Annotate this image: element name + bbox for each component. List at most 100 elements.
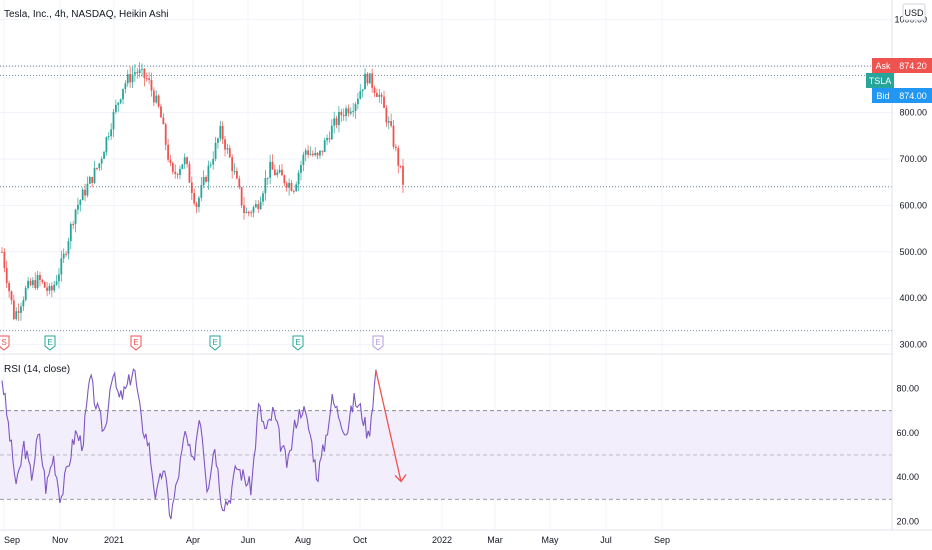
time-tick-label: 2022: [432, 535, 452, 545]
candle-body: [148, 78, 151, 80]
candle-body: [323, 140, 326, 152]
bid-value: 874.00: [899, 91, 927, 101]
candle-body: [342, 115, 345, 117]
candle-body: [399, 165, 402, 167]
candle-body: [12, 300, 15, 319]
ask-label: Ask: [875, 61, 891, 71]
candle-body: [311, 153, 314, 156]
candle-body: [193, 192, 196, 204]
candle-body: [119, 99, 122, 103]
candle-body: [357, 98, 359, 105]
rsi-pane[interactable]: [0, 368, 892, 520]
bid-label: Bid: [876, 91, 889, 101]
candle-body: [361, 89, 364, 92]
rsi-axis-ticks: 80.00 60.00 40.00 20.00: [896, 384, 919, 527]
time-tick-label: Mar: [487, 535, 503, 545]
candle-body: [302, 154, 305, 165]
candle-body: [224, 139, 226, 150]
marker-letter: E: [133, 338, 138, 347]
time-tick-label: Jun: [241, 535, 256, 545]
candle-body: [62, 253, 65, 259]
candle-body: [160, 106, 162, 118]
candle-body: [79, 200, 82, 205]
candle-body: [183, 157, 186, 165]
time-tick-label: Aug: [295, 535, 311, 545]
marker-shape: [0, 335, 10, 351]
price-axis[interactable]: [892, 0, 932, 530]
candle-body: [209, 164, 212, 166]
candle-body: [328, 138, 331, 140]
candle-body: [46, 287, 48, 291]
candle-body: [15, 311, 18, 319]
rsi-down-arrow: [375, 370, 402, 482]
candle-body: [195, 203, 198, 208]
marker-shape: [44, 335, 56, 351]
candle-body: [397, 148, 400, 166]
candle-body: [243, 205, 245, 213]
candle-body: [150, 79, 153, 91]
candle-body: [100, 158, 103, 164]
candle-body: [186, 157, 188, 165]
candle-body: [72, 223, 75, 225]
candle-body: [254, 204, 257, 208]
candle-body: [385, 107, 388, 123]
candle-body: [152, 90, 155, 103]
candle-body: [34, 280, 37, 288]
ask-tag: Ask 874.20: [872, 58, 932, 73]
candle-body: [333, 118, 336, 126]
candle-body: [371, 73, 374, 88]
candle-body: [141, 68, 143, 70]
symbol-label: TSLA: [869, 76, 892, 86]
price-pane[interactable]: [0, 62, 892, 332]
price-tick-label: 500.00: [899, 247, 927, 257]
candle-body: [359, 91, 362, 99]
rsi-arrow-head: [394, 474, 407, 483]
candle-body: [164, 124, 167, 145]
candle-body: [58, 274, 60, 282]
time-tick-label: 2021: [104, 535, 124, 545]
candle-body: [10, 291, 13, 301]
candle-body: [281, 169, 283, 176]
candle-body: [219, 125, 222, 139]
candle-body: [131, 74, 134, 83]
candle-body: [77, 204, 79, 210]
candle-body: [145, 78, 148, 80]
candle-body: [321, 150, 324, 152]
candle-body: [307, 150, 309, 155]
candle-body: [17, 311, 20, 313]
candle-body: [354, 104, 357, 112]
candle-body: [392, 125, 395, 147]
marker-shape: [209, 335, 221, 351]
time-tick-label: Sep: [654, 535, 670, 545]
candle-body: [20, 306, 22, 313]
candle-body: [176, 173, 179, 175]
candle-body: [86, 183, 89, 196]
candle-body: [364, 73, 366, 90]
candle-body: [373, 87, 376, 93]
candle-body: [250, 212, 253, 214]
candle-body: [245, 212, 248, 214]
candle-body: [240, 187, 243, 206]
currency-box[interactable]: [902, 3, 926, 21]
candle-body: [269, 161, 272, 178]
candle-body: [157, 95, 160, 107]
candle-body: [297, 172, 300, 185]
time-tick-label: Sep: [4, 535, 20, 545]
candle-body: [330, 125, 333, 140]
candle-body: [69, 223, 72, 242]
time-tick-label: Oct: [353, 535, 368, 545]
candle-body: [278, 169, 281, 173]
candle-body: [24, 287, 27, 301]
candle-body: [300, 164, 302, 173]
candle-body: [98, 163, 101, 169]
time-axis-ticks[interactable]: Sep Nov 2021 Apr Jun Aug Oct 2022 Mar May Jul Sep: [4, 535, 670, 545]
price-tick-label: 300.00: [899, 340, 927, 350]
candle-body: [205, 176, 207, 182]
candle-body: [81, 189, 84, 201]
candle-body: [288, 182, 291, 188]
candle-body: [221, 125, 224, 140]
candle-body: [136, 72, 139, 74]
candles: [1, 62, 404, 321]
symbol-tag: TSLA: [866, 73, 894, 88]
